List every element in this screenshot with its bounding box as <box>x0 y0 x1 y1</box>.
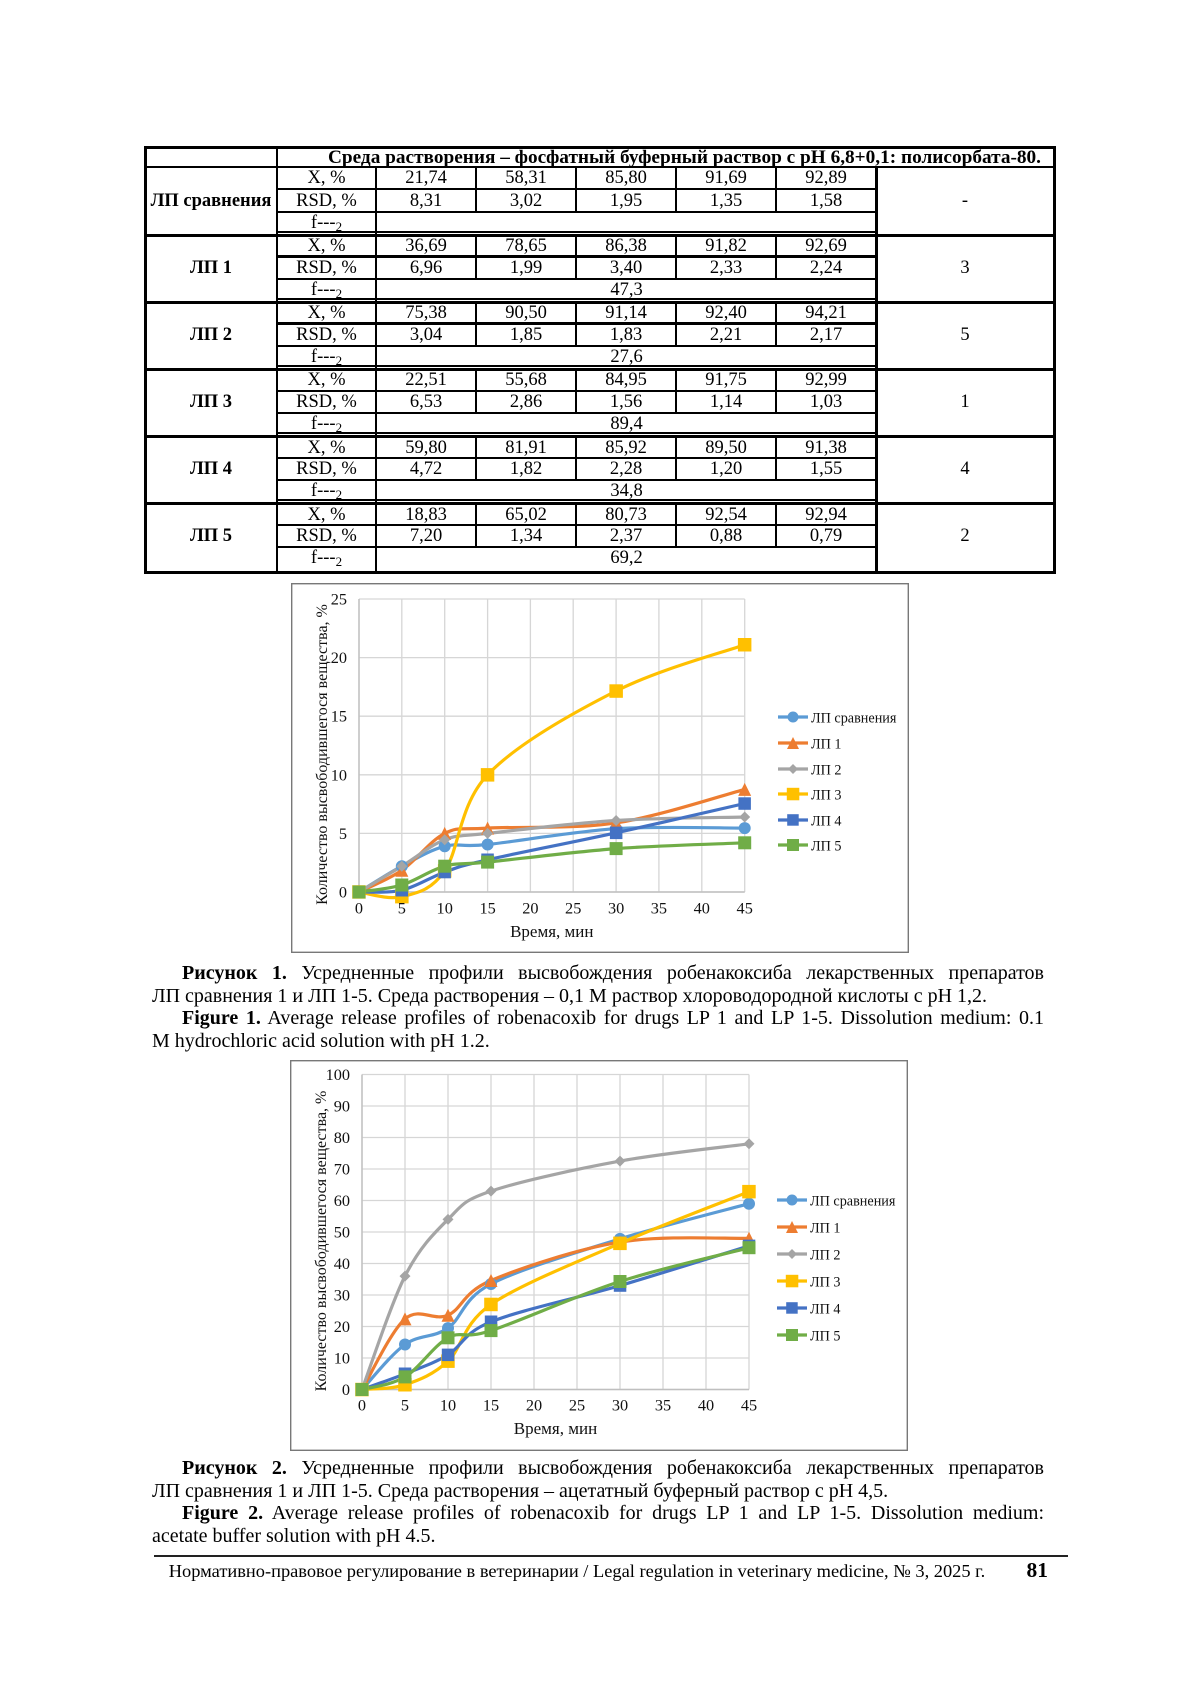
svg-text:ЛП 2: ЛП 2 <box>810 1248 841 1264</box>
svg-text:10: 10 <box>437 899 453 918</box>
svg-text:50: 50 <box>334 1223 350 1242</box>
svg-text:5: 5 <box>398 899 406 918</box>
svg-text:Количество высвободившегося ве: Количество высвободившегося вещества, % <box>313 1091 330 1392</box>
svg-text:25: 25 <box>569 1396 585 1415</box>
svg-text:ЛП сравнения: ЛП сравнения <box>811 711 897 727</box>
svg-text:80: 80 <box>334 1128 350 1147</box>
svg-text:30: 30 <box>612 1396 628 1415</box>
svg-text:35: 35 <box>655 1396 671 1415</box>
svg-text:10: 10 <box>334 1349 350 1368</box>
svg-text:0: 0 <box>342 1380 350 1399</box>
svg-text:ЛП 3: ЛП 3 <box>810 1275 841 1291</box>
svg-text:30: 30 <box>334 1286 350 1305</box>
svg-text:20: 20 <box>526 1396 542 1415</box>
svg-text:90: 90 <box>334 1097 350 1116</box>
svg-text:ЛП 2: ЛП 2 <box>811 763 842 779</box>
svg-text:45: 45 <box>737 899 753 918</box>
svg-text:15: 15 <box>483 1396 499 1415</box>
svg-text:Время, мин: Время, мин <box>514 1419 597 1438</box>
svg-text:ЛП 3: ЛП 3 <box>811 788 842 804</box>
svg-text:0: 0 <box>339 883 347 902</box>
svg-text:30: 30 <box>608 899 624 918</box>
svg-text:ЛП 4: ЛП 4 <box>811 814 842 830</box>
svg-text:40: 40 <box>334 1254 350 1273</box>
svg-text:60: 60 <box>334 1191 350 1210</box>
svg-text:10: 10 <box>331 765 347 784</box>
svg-text:25: 25 <box>331 590 347 609</box>
svg-text:Количество высвободившегося ве: Количество высвободившегося вещества, % <box>314 604 331 905</box>
svg-text:100: 100 <box>326 1065 350 1084</box>
svg-text:15: 15 <box>331 707 347 726</box>
svg-text:10: 10 <box>440 1396 456 1415</box>
svg-text:ЛП 1: ЛП 1 <box>810 1221 841 1237</box>
svg-text:20: 20 <box>331 648 347 667</box>
svg-text:ЛП 1: ЛП 1 <box>811 737 842 753</box>
svg-text:20: 20 <box>522 899 538 918</box>
svg-text:40: 40 <box>694 899 710 918</box>
svg-text:70: 70 <box>334 1160 350 1179</box>
svg-text:45: 45 <box>741 1396 757 1415</box>
svg-text:0: 0 <box>358 1396 366 1415</box>
svg-text:ЛП 4: ЛП 4 <box>810 1302 841 1318</box>
svg-text:ЛП сравнения: ЛП сравнения <box>810 1194 896 1210</box>
svg-text:15: 15 <box>479 899 495 918</box>
svg-text:20: 20 <box>334 1317 350 1336</box>
svg-text:Время, мин: Время, мин <box>510 922 593 941</box>
svg-text:ЛП 5: ЛП 5 <box>810 1329 841 1345</box>
svg-text:40: 40 <box>698 1396 714 1415</box>
svg-text:25: 25 <box>565 899 581 918</box>
svg-text:5: 5 <box>339 824 347 843</box>
svg-text:0: 0 <box>355 899 363 918</box>
svg-text:35: 35 <box>651 899 667 918</box>
svg-text:5: 5 <box>401 1396 409 1415</box>
svg-text:ЛП 5: ЛП 5 <box>811 839 842 855</box>
